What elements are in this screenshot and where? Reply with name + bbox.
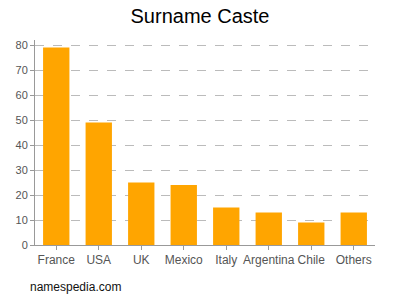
- svg-text:50: 50: [16, 114, 28, 126]
- svg-text:Italy: Italy: [215, 253, 237, 267]
- svg-text:Mexico: Mexico: [165, 253, 203, 267]
- svg-text:40: 40: [16, 139, 28, 151]
- svg-text:0: 0: [22, 239, 28, 251]
- svg-text:60: 60: [16, 89, 28, 101]
- svg-text:UK: UK: [133, 253, 150, 267]
- svg-text:France: France: [38, 253, 76, 267]
- svg-text:10: 10: [16, 214, 28, 226]
- svg-text:USA: USA: [86, 253, 111, 267]
- svg-text:namespedia.com: namespedia.com: [30, 280, 121, 294]
- svg-text:Others: Others: [336, 253, 372, 267]
- svg-text:30: 30: [16, 164, 28, 176]
- svg-text:70: 70: [16, 64, 28, 76]
- svg-text:20: 20: [16, 189, 28, 201]
- svg-text:Argentina: Argentina: [243, 253, 295, 267]
- svg-text:Surname Caste: Surname Caste: [131, 5, 270, 27]
- svg-text:Chile: Chile: [298, 253, 326, 267]
- svg-text:80: 80: [16, 39, 28, 51]
